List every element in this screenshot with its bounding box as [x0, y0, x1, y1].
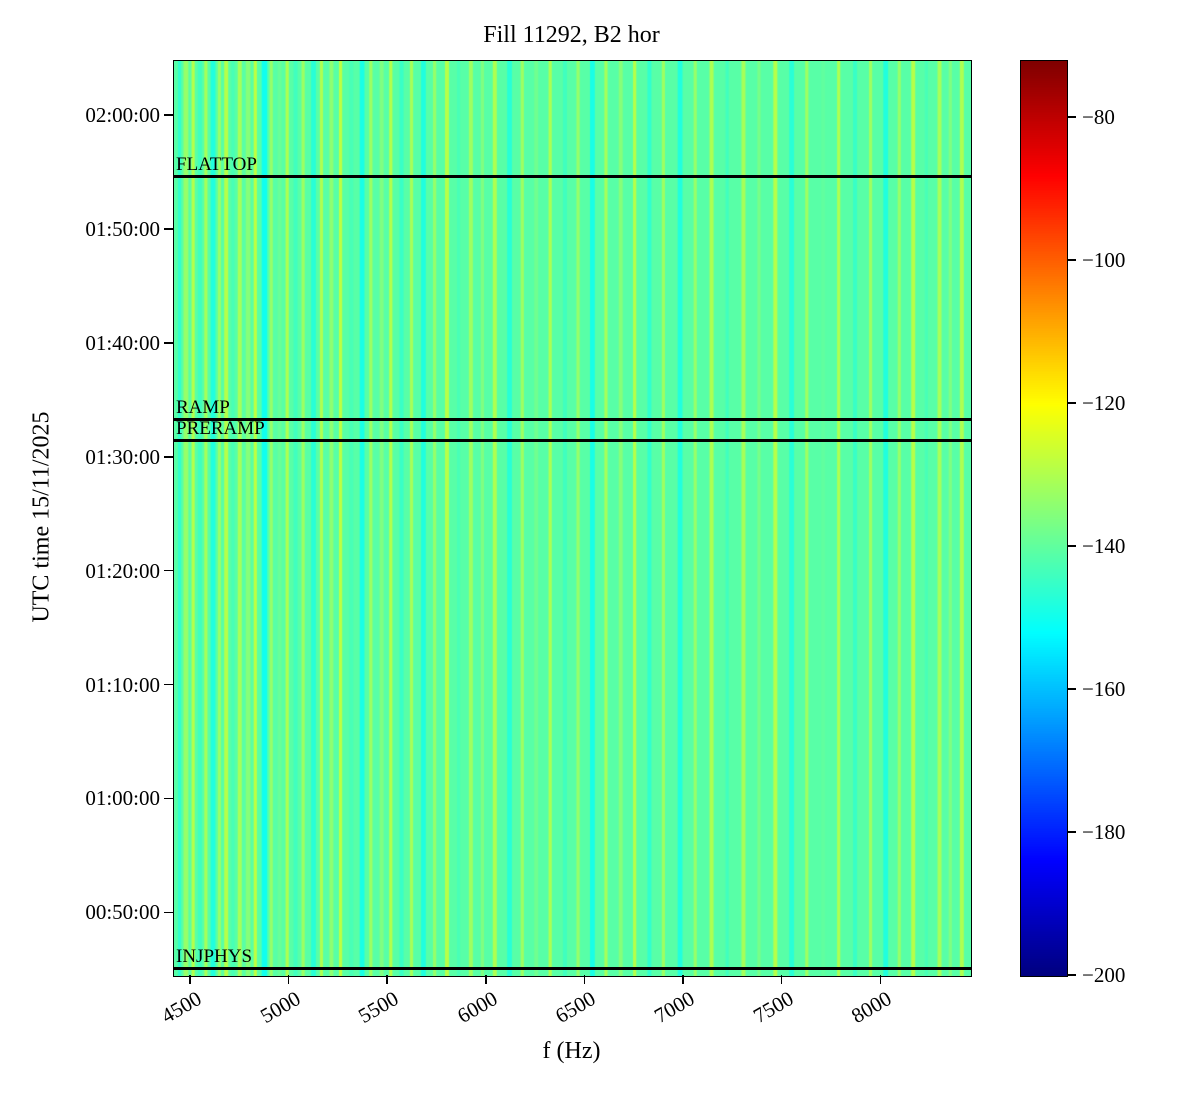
colorbar-tick-label: −100	[1082, 248, 1126, 273]
annotation-line-flattop	[174, 175, 971, 179]
x-axis-label: f (Hz)	[542, 1038, 601, 1064]
colorbar	[1020, 60, 1068, 977]
y-tick-label: 01:20:00	[85, 558, 160, 583]
x-tick-label-text: 6000	[452, 986, 502, 1028]
annotation-label-flattop: FLATTOP	[176, 154, 257, 176]
colorbar-tick-label: −200	[1082, 963, 1126, 987]
annotation-line-injphys	[174, 966, 971, 970]
y-tick-mark	[164, 228, 173, 230]
x-tick-label-text: 4500	[157, 986, 206, 1028]
x-tick-label-text: 7500	[748, 986, 798, 1028]
x-tick-label-text: 8000	[847, 986, 896, 1028]
y-tick-label: 02:00:00	[85, 103, 160, 128]
colorbar-tick-label: −140	[1082, 534, 1126, 559]
annotation-line-preramp	[174, 439, 971, 443]
x-tick-label-text: 5500	[354, 986, 403, 1028]
x-tick-label-text: 5000	[255, 986, 305, 1028]
colorbar-tick-mark	[1068, 402, 1076, 404]
annotation-line-ramp	[174, 418, 971, 422]
annotation-label-preramp: PRERAMP	[176, 418, 265, 440]
y-tick-mark	[164, 683, 173, 686]
y-tick-label: 01:40:00	[85, 330, 160, 355]
x-tick-mark	[583, 975, 586, 984]
colorbar-tick-label: −180	[1082, 820, 1126, 845]
y-tick-mark	[164, 569, 173, 572]
colorbar-tick-label: −80	[1082, 105, 1115, 130]
y-tick-mark	[164, 114, 173, 116]
x-tick-mark	[287, 975, 290, 984]
colorbar-tick-mark	[1068, 116, 1076, 118]
colorbar-tick-mark	[1068, 974, 1076, 976]
colorbar-gradient	[1021, 61, 1067, 976]
x-tick-label-text: 6500	[551, 986, 600, 1028]
colorbar-tick-mark	[1068, 259, 1076, 261]
x-tick-mark	[386, 975, 388, 984]
x-tick-mark	[780, 975, 783, 984]
colorbar-tick-mark	[1068, 831, 1076, 833]
chart-title: Fill 11292, B2 hor	[483, 22, 660, 48]
x-tick-mark	[485, 975, 487, 984]
colorbar-tick-mark	[1068, 545, 1076, 547]
x-tick-mark	[682, 975, 684, 984]
y-tick-label: 01:00:00	[85, 786, 160, 811]
x-tick-mark	[189, 975, 191, 984]
x-tick-label-text: 7000	[650, 986, 699, 1028]
y-tick-label: 00:50:00	[85, 900, 160, 925]
y-tick-mark	[164, 911, 173, 914]
y-tick-label: 01:10:00	[85, 672, 160, 697]
annotation-label-injphys: INJPHYS	[176, 945, 253, 967]
y-tick-label: 01:50:00	[85, 216, 160, 241]
colorbar-tick-mark	[1068, 688, 1076, 690]
spectrogram-heatmap	[174, 61, 971, 976]
annotation-label-ramp: RAMP	[176, 397, 230, 419]
x-tick-mark	[879, 975, 881, 984]
y-tick-mark	[164, 342, 173, 344]
colorbar-tick-label: −120	[1082, 391, 1126, 416]
heatmap-plot-area: FLATTOP RAMP PRERAMP INJPHYS	[173, 60, 972, 977]
y-tick-mark	[164, 797, 173, 800]
y-tick-label: 01:30:00	[85, 444, 160, 469]
colorbar-tick-label: −160	[1082, 677, 1126, 702]
y-tick-mark	[164, 456, 173, 458]
